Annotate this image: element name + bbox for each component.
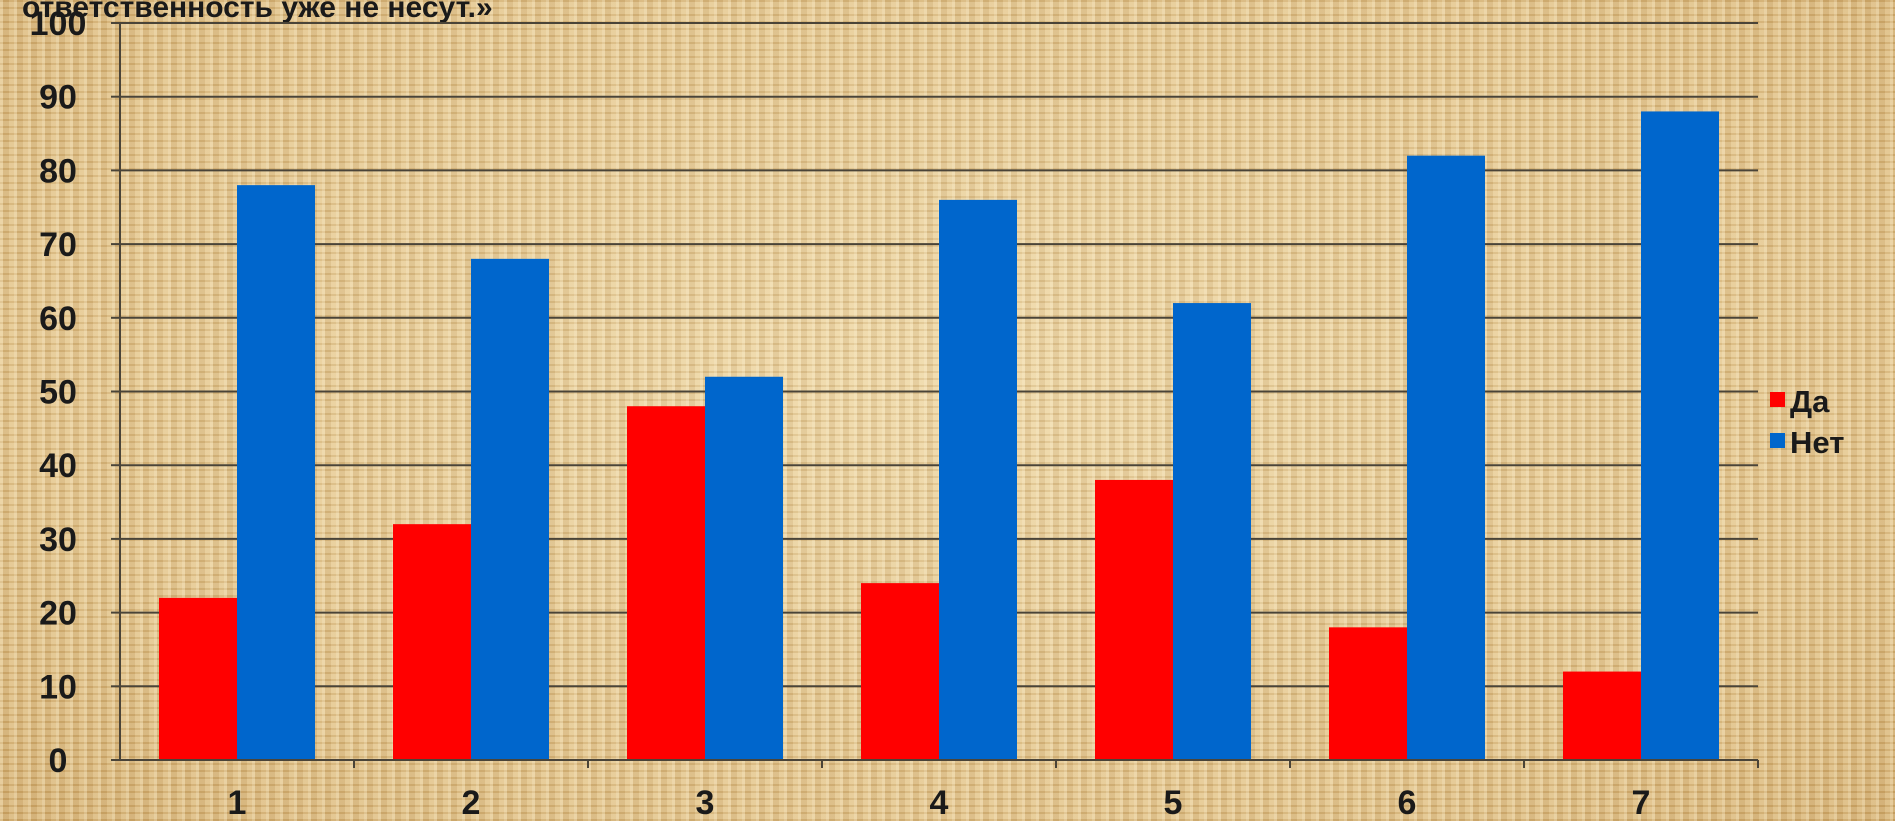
y-tick-label: 50 [39, 374, 77, 412]
y-tick-label: 90 [39, 79, 77, 117]
bar-da-2 [393, 524, 471, 760]
bar-net-7 [1641, 111, 1719, 760]
bar-da-3 [627, 406, 705, 760]
axes [111, 22, 1759, 768]
x-tick-labels: 1 2 3 4 5 6 7 [228, 784, 1651, 821]
x-tick-label: 5 [1164, 784, 1183, 821]
bars [159, 111, 1719, 760]
y-tick-label: 10 [39, 668, 77, 706]
bar-net-2 [471, 258, 549, 760]
x-tick-label: 2 [462, 784, 481, 821]
y-tick-label: 30 [39, 521, 77, 559]
bar-da-5 [1095, 479, 1173, 760]
bar-da-6 [1329, 627, 1407, 760]
bar-net-1 [237, 185, 315, 760]
bar-net-5 [1173, 303, 1251, 760]
bar-da-7 [1563, 671, 1641, 760]
legend-label-da: Да [1790, 384, 1830, 419]
bar-da-1 [159, 597, 237, 760]
y-tick-label: 20 [39, 595, 77, 633]
x-tick-label: 6 [1398, 784, 1417, 821]
bar-net-6 [1407, 155, 1485, 760]
legend: Да Нет [1770, 384, 1844, 460]
x-tick-label: 3 [696, 784, 715, 821]
y-tick-label: 60 [39, 300, 77, 338]
y-tick-label: 100 [30, 5, 87, 43]
bar-net-3 [705, 376, 783, 760]
x-tick-label: 1 [228, 784, 247, 821]
bar-da-4 [861, 583, 939, 760]
chart-title: ответственность уже не несут.» [22, 0, 493, 24]
y-tick-labels: 0 10 20 30 40 50 60 70 80 90 100 [30, 5, 87, 780]
y-tick-label: 80 [39, 152, 77, 190]
y-tick-label: 70 [39, 226, 77, 264]
legend-swatch-da [1770, 392, 1785, 407]
bar-net-4 [939, 199, 1017, 760]
x-tick-label: 4 [930, 784, 949, 821]
y-tick-label: 40 [39, 447, 77, 485]
x-tick-label: 7 [1632, 784, 1651, 821]
y-tick-label: 0 [49, 742, 68, 780]
legend-label-net: Нет [1790, 425, 1844, 460]
legend-swatch-net [1770, 433, 1785, 448]
